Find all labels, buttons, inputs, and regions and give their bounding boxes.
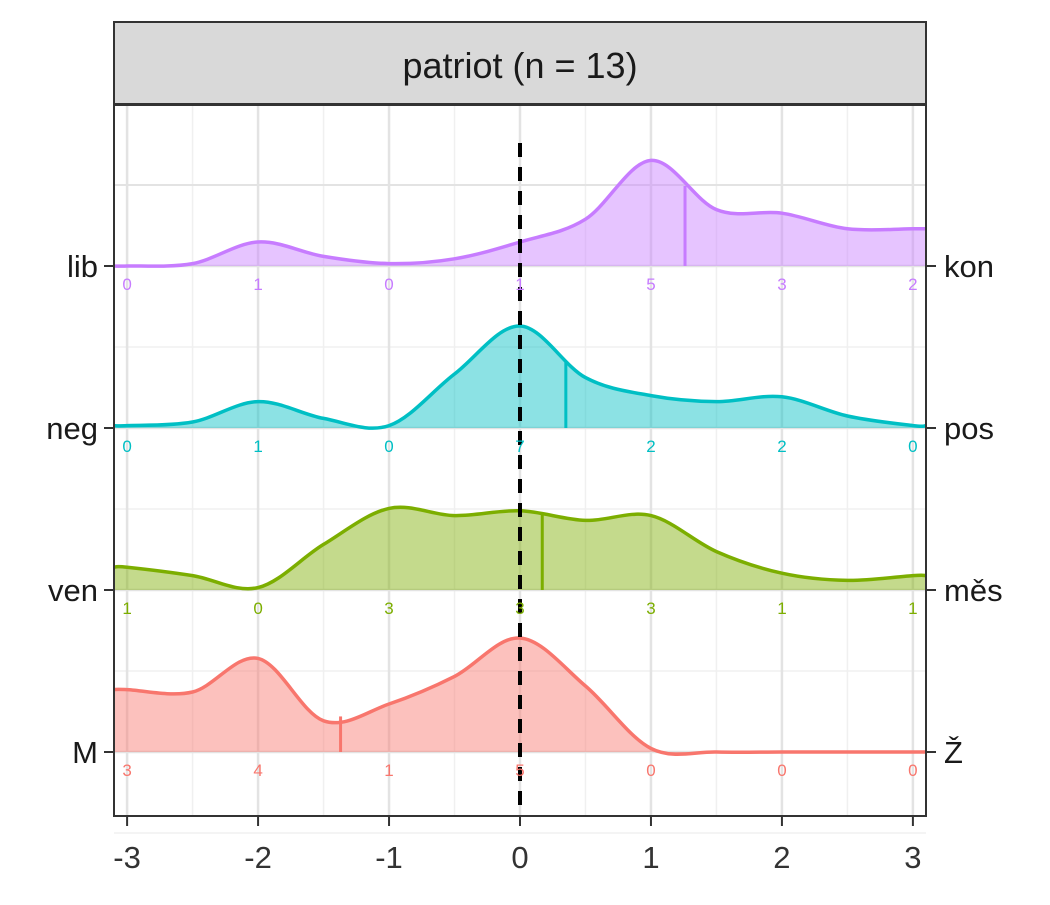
count-label: 0 <box>384 437 393 456</box>
count-label: 0 <box>777 761 786 780</box>
count-label: 1 <box>122 599 131 618</box>
density-area <box>114 507 926 590</box>
chart-title: patriot (n = 13) <box>402 45 637 86</box>
density-area <box>114 160 926 267</box>
count-label: 1 <box>384 761 393 780</box>
right-category-label: měs <box>944 573 1003 608</box>
left-category-label: lib <box>67 249 98 284</box>
count-label: 0 <box>122 437 131 456</box>
count-label: 1 <box>253 437 262 456</box>
count-label: 3 <box>777 275 786 294</box>
count-label: 1 <box>515 275 524 294</box>
count-label: 2 <box>646 437 655 456</box>
x-tick-label: 1 <box>642 840 659 875</box>
count-label: 0 <box>253 599 262 618</box>
left-category-label: M <box>72 735 98 770</box>
strip-background <box>113 21 927 105</box>
count-label: 4 <box>253 761 262 780</box>
x-tick-label: -2 <box>244 840 272 875</box>
count-label: 3 <box>122 761 131 780</box>
panel-border <box>113 104 927 817</box>
right-category-label: kon <box>944 249 994 284</box>
right-category-label: Ž <box>944 735 963 770</box>
density-line <box>113 324 927 430</box>
x-tick-label: 2 <box>773 840 790 875</box>
count-label: 3 <box>515 599 524 618</box>
count-label: 3 <box>646 599 655 618</box>
count-label: 5 <box>515 761 524 780</box>
right-category-label: pos <box>944 411 994 446</box>
count-labels: 0 1 0 1 5 3 2 0 1 0 7 2 2 0 1 0 3 3 3 1 1 3 4 1 5 0 0 0 <box>122 275 917 780</box>
count-label: 0 <box>384 275 393 294</box>
left-category-label: ven <box>48 573 98 608</box>
x-tick-label: -3 <box>113 840 141 875</box>
count-label: 0 <box>122 275 131 294</box>
count-label: 2 <box>908 275 917 294</box>
left-category-label: neg <box>46 411 98 446</box>
count-label: 1 <box>777 599 786 618</box>
count-label: 1 <box>908 599 917 618</box>
density-line <box>113 636 926 756</box>
x-tick-label: 3 <box>904 840 921 875</box>
count-label: 2 <box>777 437 786 456</box>
count-label: 3 <box>384 599 393 618</box>
count-label: 0 <box>908 761 917 780</box>
count-label: 5 <box>646 275 655 294</box>
count-label: 7 <box>515 437 524 456</box>
count-label: 0 <box>646 761 655 780</box>
count-label: 0 <box>908 437 917 456</box>
count-label: 1 <box>253 275 262 294</box>
x-tick-label: -1 <box>375 840 403 875</box>
x-tick-label: 0 <box>511 840 528 875</box>
